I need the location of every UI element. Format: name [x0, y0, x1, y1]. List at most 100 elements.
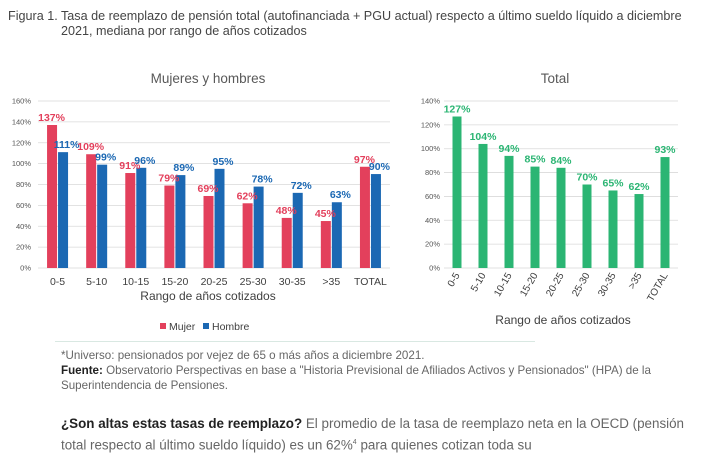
- legend-label-hombre: Hombre: [212, 321, 250, 333]
- bar-mujer: [359, 166, 370, 268]
- x-tick-label: 0-5: [50, 276, 65, 288]
- bar-mujer: [203, 195, 214, 268]
- paragraph-text: El promedio de la tasa de reemplazo neta…: [61, 416, 685, 453]
- y-tick-label: 0%: [429, 264, 440, 273]
- data-label-hombre: 89%: [173, 162, 195, 174]
- data-label-mujer: 137%: [38, 112, 66, 124]
- source-text: Observatorio Perspectivas en base a "His…: [61, 364, 651, 392]
- bar-hombre: [370, 174, 381, 268]
- y-tick-label: 100%: [12, 159, 32, 168]
- data-label-mujer: 45%: [315, 208, 337, 220]
- bar-total: [608, 190, 618, 268]
- legend-swatch-mujer: [160, 323, 166, 329]
- y-tick-label: 0%: [20, 264, 31, 273]
- data-label-total: 93%: [654, 144, 676, 156]
- x-tick-label: 20-25: [544, 271, 567, 299]
- chart-title: Total: [541, 71, 570, 86]
- data-label-mujer: 69%: [197, 183, 219, 195]
- bar-mujer: [242, 203, 253, 268]
- y-tick-label: 40%: [425, 216, 440, 225]
- bar-mujer: [281, 217, 292, 268]
- bar-total: [634, 194, 644, 268]
- bar-total: [504, 155, 514, 268]
- universe-note: *Universo: pensionados por vejez de 65 o…: [61, 349, 425, 362]
- bar-total: [478, 143, 488, 268]
- bar-total: [452, 116, 462, 268]
- data-label-hombre: 90%: [369, 161, 391, 173]
- y-tick-label: 40%: [16, 222, 31, 231]
- data-label-hombre: 95%: [212, 156, 234, 168]
- paragraph-tail: para quienes cotizan toda su: [360, 437, 532, 453]
- source-line: Fuente: Observatorio Perspectivas en bas…: [61, 363, 701, 393]
- data-label-mujer: 97%: [354, 154, 376, 166]
- data-label-hombre: 63%: [330, 189, 352, 201]
- legend-swatch-hombre: [203, 323, 209, 329]
- x-axis-label: Rango de años cotizados: [495, 313, 630, 327]
- x-tick-label: TOTAL: [645, 271, 670, 304]
- x-tick-label: 15-20: [518, 271, 541, 299]
- charts-canvas: Mujeres y hombres0%20%40%60%80%100%120%1…: [12, 71, 678, 333]
- data-label-hombre: 96%: [134, 155, 156, 167]
- bar-mujer: [47, 125, 58, 268]
- bar-mujer: [86, 154, 97, 268]
- data-label-total: 70%: [576, 172, 598, 184]
- data-label-hombre: 99%: [95, 152, 117, 164]
- bar-hombre: [253, 186, 264, 268]
- bar-hombre: [214, 168, 225, 268]
- figure-title-text: Tasa de reemplazo de pensión total (auto…: [61, 9, 682, 38]
- legend-label-mujer: Mujer: [169, 321, 196, 333]
- data-label-total: 94%: [498, 143, 520, 155]
- y-tick-label: 100%: [421, 144, 441, 153]
- source-note: *Universo: pensionados por vejez de 65 o…: [61, 348, 701, 393]
- bar-mujer: [320, 221, 331, 268]
- bar-hombre: [292, 192, 303, 268]
- figure-number: Figura 1.: [8, 9, 58, 23]
- data-label-total: 84%: [550, 155, 572, 167]
- bar-hombre: [331, 202, 342, 268]
- x-tick-label: 0-5: [446, 271, 463, 289]
- paragraph-question: ¿Son altas estas tasas de reemplazo?: [61, 416, 303, 431]
- data-label-mujer: 48%: [276, 205, 298, 217]
- chart-title: Mujeres y hombres: [151, 71, 266, 86]
- x-tick-label: >35: [322, 276, 340, 288]
- data-label-total: 104%: [470, 131, 498, 143]
- x-tick-label: 15-20: [161, 276, 188, 288]
- y-tick-label: 120%: [421, 120, 441, 129]
- bar-total: [556, 167, 566, 268]
- data-label-mujer: 91%: [119, 160, 141, 172]
- data-label-hombre: 72%: [291, 180, 313, 192]
- x-tick-label: 5-10: [469, 271, 489, 294]
- y-tick-label: 60%: [425, 192, 440, 201]
- y-tick-label: 80%: [16, 180, 31, 189]
- y-tick-label: 80%: [425, 168, 440, 177]
- data-label-mujer: 109%: [77, 141, 105, 153]
- bar-total: [660, 157, 670, 268]
- bar-hombre: [58, 152, 69, 268]
- x-axis-label: Rango de años cotizados: [140, 289, 275, 303]
- data-label-hombre: 78%: [252, 174, 274, 186]
- data-label-total: 127%: [444, 104, 472, 116]
- bar-hombre: [136, 167, 147, 268]
- x-tick-label: 20-25: [201, 276, 228, 288]
- footnote-marker: 4: [352, 439, 357, 446]
- data-label-mujer: 79%: [158, 173, 180, 185]
- x-tick-label: 5-10: [86, 276, 107, 288]
- x-tick-label: 25-30: [570, 271, 593, 299]
- bar-hombre: [175, 175, 186, 268]
- bar-mujer: [125, 173, 136, 268]
- source-label: Fuente:: [61, 364, 103, 377]
- x-tick-label: >35: [627, 271, 645, 292]
- data-label-total: 65%: [602, 177, 624, 189]
- data-label-mujer: 62%: [237, 190, 259, 202]
- y-tick-label: 140%: [12, 117, 32, 126]
- data-label-total: 85%: [524, 154, 546, 166]
- x-tick-label: 25-30: [240, 276, 267, 288]
- bar-hombre: [97, 164, 108, 268]
- bar-total: [530, 166, 540, 268]
- bar-total: [582, 184, 592, 268]
- body-paragraph: ¿Son altas estas tasas de reemplazo? El …: [61, 414, 706, 454]
- y-tick-label: 20%: [16, 243, 31, 252]
- y-tick-label: 160%: [12, 97, 32, 106]
- bar-mujer: [164, 185, 175, 268]
- x-tick-label: TOTAL: [354, 276, 387, 288]
